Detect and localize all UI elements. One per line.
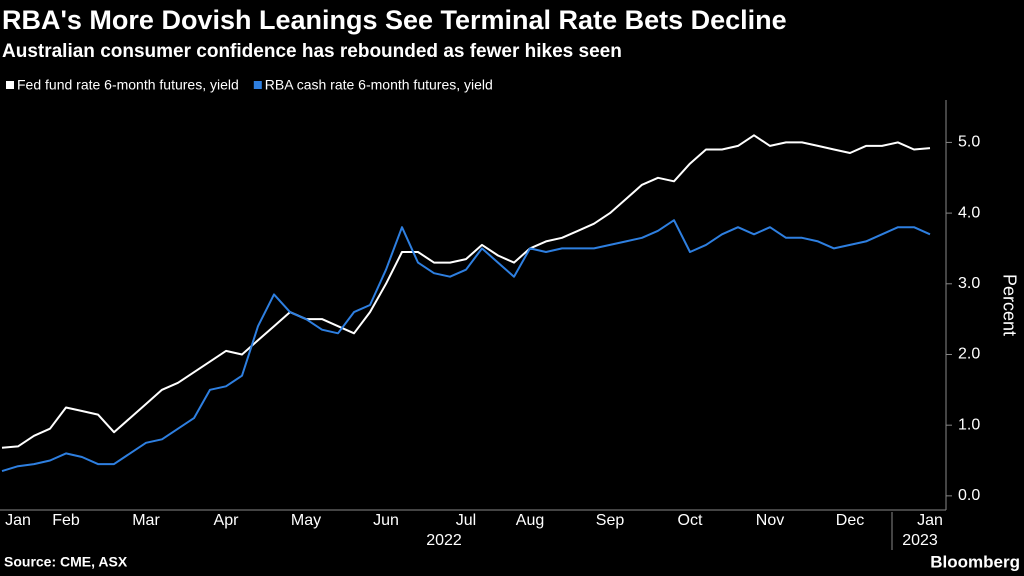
y-tick-label: 0.0 xyxy=(958,487,980,504)
x-tick-label: Feb xyxy=(52,512,80,529)
x-tick-label: Jan xyxy=(917,512,943,529)
x-tick-label: May xyxy=(291,512,321,529)
year-label: 2023 xyxy=(902,532,938,549)
y-tick-label: 1.0 xyxy=(958,416,980,433)
legend-swatch xyxy=(6,81,14,89)
series-line xyxy=(1,134,931,449)
y-tick-label: 5.0 xyxy=(958,134,980,151)
series-line xyxy=(1,219,931,473)
x-tick-label: Aug xyxy=(516,512,544,529)
y-axis-label: Percent xyxy=(999,274,1019,336)
legend-swatch xyxy=(253,81,262,89)
x-tick-label: Jan xyxy=(5,512,31,529)
x-tick-label: Jul xyxy=(456,512,476,529)
chart-title: RBA's More Dovish Leanings See Terminal … xyxy=(2,5,787,35)
legend-label: Fed fund rate 6-month futures, yield xyxy=(17,77,239,93)
y-tick-label: 4.0 xyxy=(958,204,980,221)
x-tick-label: Mar xyxy=(132,512,160,529)
x-tick-label: Oct xyxy=(678,512,703,529)
x-tick-label: Sep xyxy=(596,512,625,529)
x-tick-label: Apr xyxy=(214,512,240,529)
x-tick-label: Jun xyxy=(373,512,399,529)
source: Source: CME, ASX xyxy=(4,554,128,570)
year-label: 2022 xyxy=(426,532,462,549)
y-tick-label: 2.0 xyxy=(958,346,980,363)
legend-label: RBA cash rate 6-month futures, yield xyxy=(265,77,493,93)
x-tick-label: Nov xyxy=(756,512,784,529)
brand: Bloomberg xyxy=(930,552,1020,571)
x-tick-label: Dec xyxy=(836,512,864,529)
chart-subtitle: Australian consumer confidence has rebou… xyxy=(2,41,622,62)
y-tick-label: 3.0 xyxy=(958,275,980,292)
